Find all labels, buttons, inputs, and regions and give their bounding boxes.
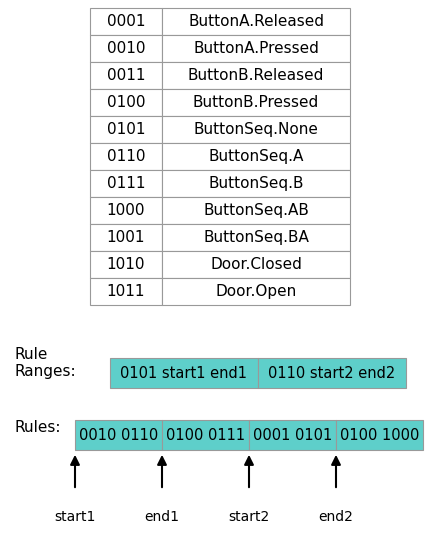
Text: ButtonSeq.None: ButtonSeq.None <box>194 122 319 137</box>
Text: start1: start1 <box>54 510 96 524</box>
Text: ButtonB.Pressed: ButtonB.Pressed <box>193 95 319 110</box>
Bar <box>336 420 423 450</box>
Text: 1011: 1011 <box>107 284 145 299</box>
Bar <box>162 62 350 89</box>
Bar <box>162 116 350 143</box>
Text: ButtonB.Released: ButtonB.Released <box>188 68 324 83</box>
Bar <box>75 420 162 450</box>
Text: start2: start2 <box>228 510 270 524</box>
Bar <box>162 251 350 278</box>
Bar <box>162 278 350 305</box>
Bar <box>162 35 350 62</box>
Text: 0101: 0101 <box>107 122 145 137</box>
Text: 0100: 0100 <box>107 95 145 110</box>
Text: 1000: 1000 <box>107 203 145 218</box>
Text: Rule
Ranges:: Rule Ranges: <box>15 347 77 379</box>
Text: 0011: 0011 <box>107 68 145 83</box>
Bar <box>110 358 258 388</box>
Text: Door.Open: Door.Open <box>215 284 297 299</box>
Bar <box>90 143 162 170</box>
Text: ButtonSeq.A: ButtonSeq.A <box>208 149 304 164</box>
Text: Door.Closed: Door.Closed <box>210 257 302 272</box>
Bar <box>90 8 162 35</box>
Text: Rules:: Rules: <box>15 420 61 435</box>
Text: 0110 start2 end2: 0110 start2 end2 <box>268 366 396 381</box>
Bar <box>90 62 162 89</box>
Bar <box>90 35 162 62</box>
Bar <box>162 197 350 224</box>
Bar <box>258 358 406 388</box>
Bar <box>90 224 162 251</box>
Text: ButtonA.Released: ButtonA.Released <box>188 14 324 29</box>
Bar <box>162 420 249 450</box>
Text: 0010: 0010 <box>107 41 145 56</box>
Text: 0010 0110: 0010 0110 <box>79 428 158 443</box>
Bar <box>90 116 162 143</box>
Text: 0111: 0111 <box>107 176 145 191</box>
Text: end1: end1 <box>144 510 179 524</box>
Bar <box>162 89 350 116</box>
Bar <box>90 278 162 305</box>
Text: 0001 0101: 0001 0101 <box>253 428 332 443</box>
Text: 0101 start1 end1: 0101 start1 end1 <box>120 366 248 381</box>
Text: 0100 1000: 0100 1000 <box>340 428 419 443</box>
Bar <box>162 143 350 170</box>
Text: end2: end2 <box>319 510 353 524</box>
Bar <box>90 89 162 116</box>
Bar <box>162 170 350 197</box>
Bar <box>162 224 350 251</box>
Text: 1010: 1010 <box>107 257 145 272</box>
Text: ButtonSeq.BA: ButtonSeq.BA <box>203 230 309 245</box>
Text: ButtonSeq.AB: ButtonSeq.AB <box>203 203 309 218</box>
Bar <box>90 251 162 278</box>
Text: ButtonA.Pressed: ButtonA.Pressed <box>193 41 319 56</box>
Text: 0100 0111: 0100 0111 <box>166 428 245 443</box>
Bar <box>90 197 162 224</box>
Bar <box>162 8 350 35</box>
Bar <box>249 420 336 450</box>
Text: 0001: 0001 <box>107 14 145 29</box>
Text: 1001: 1001 <box>107 230 145 245</box>
Text: 0110: 0110 <box>107 149 145 164</box>
Text: ButtonSeq.B: ButtonSeq.B <box>208 176 304 191</box>
Bar <box>90 170 162 197</box>
